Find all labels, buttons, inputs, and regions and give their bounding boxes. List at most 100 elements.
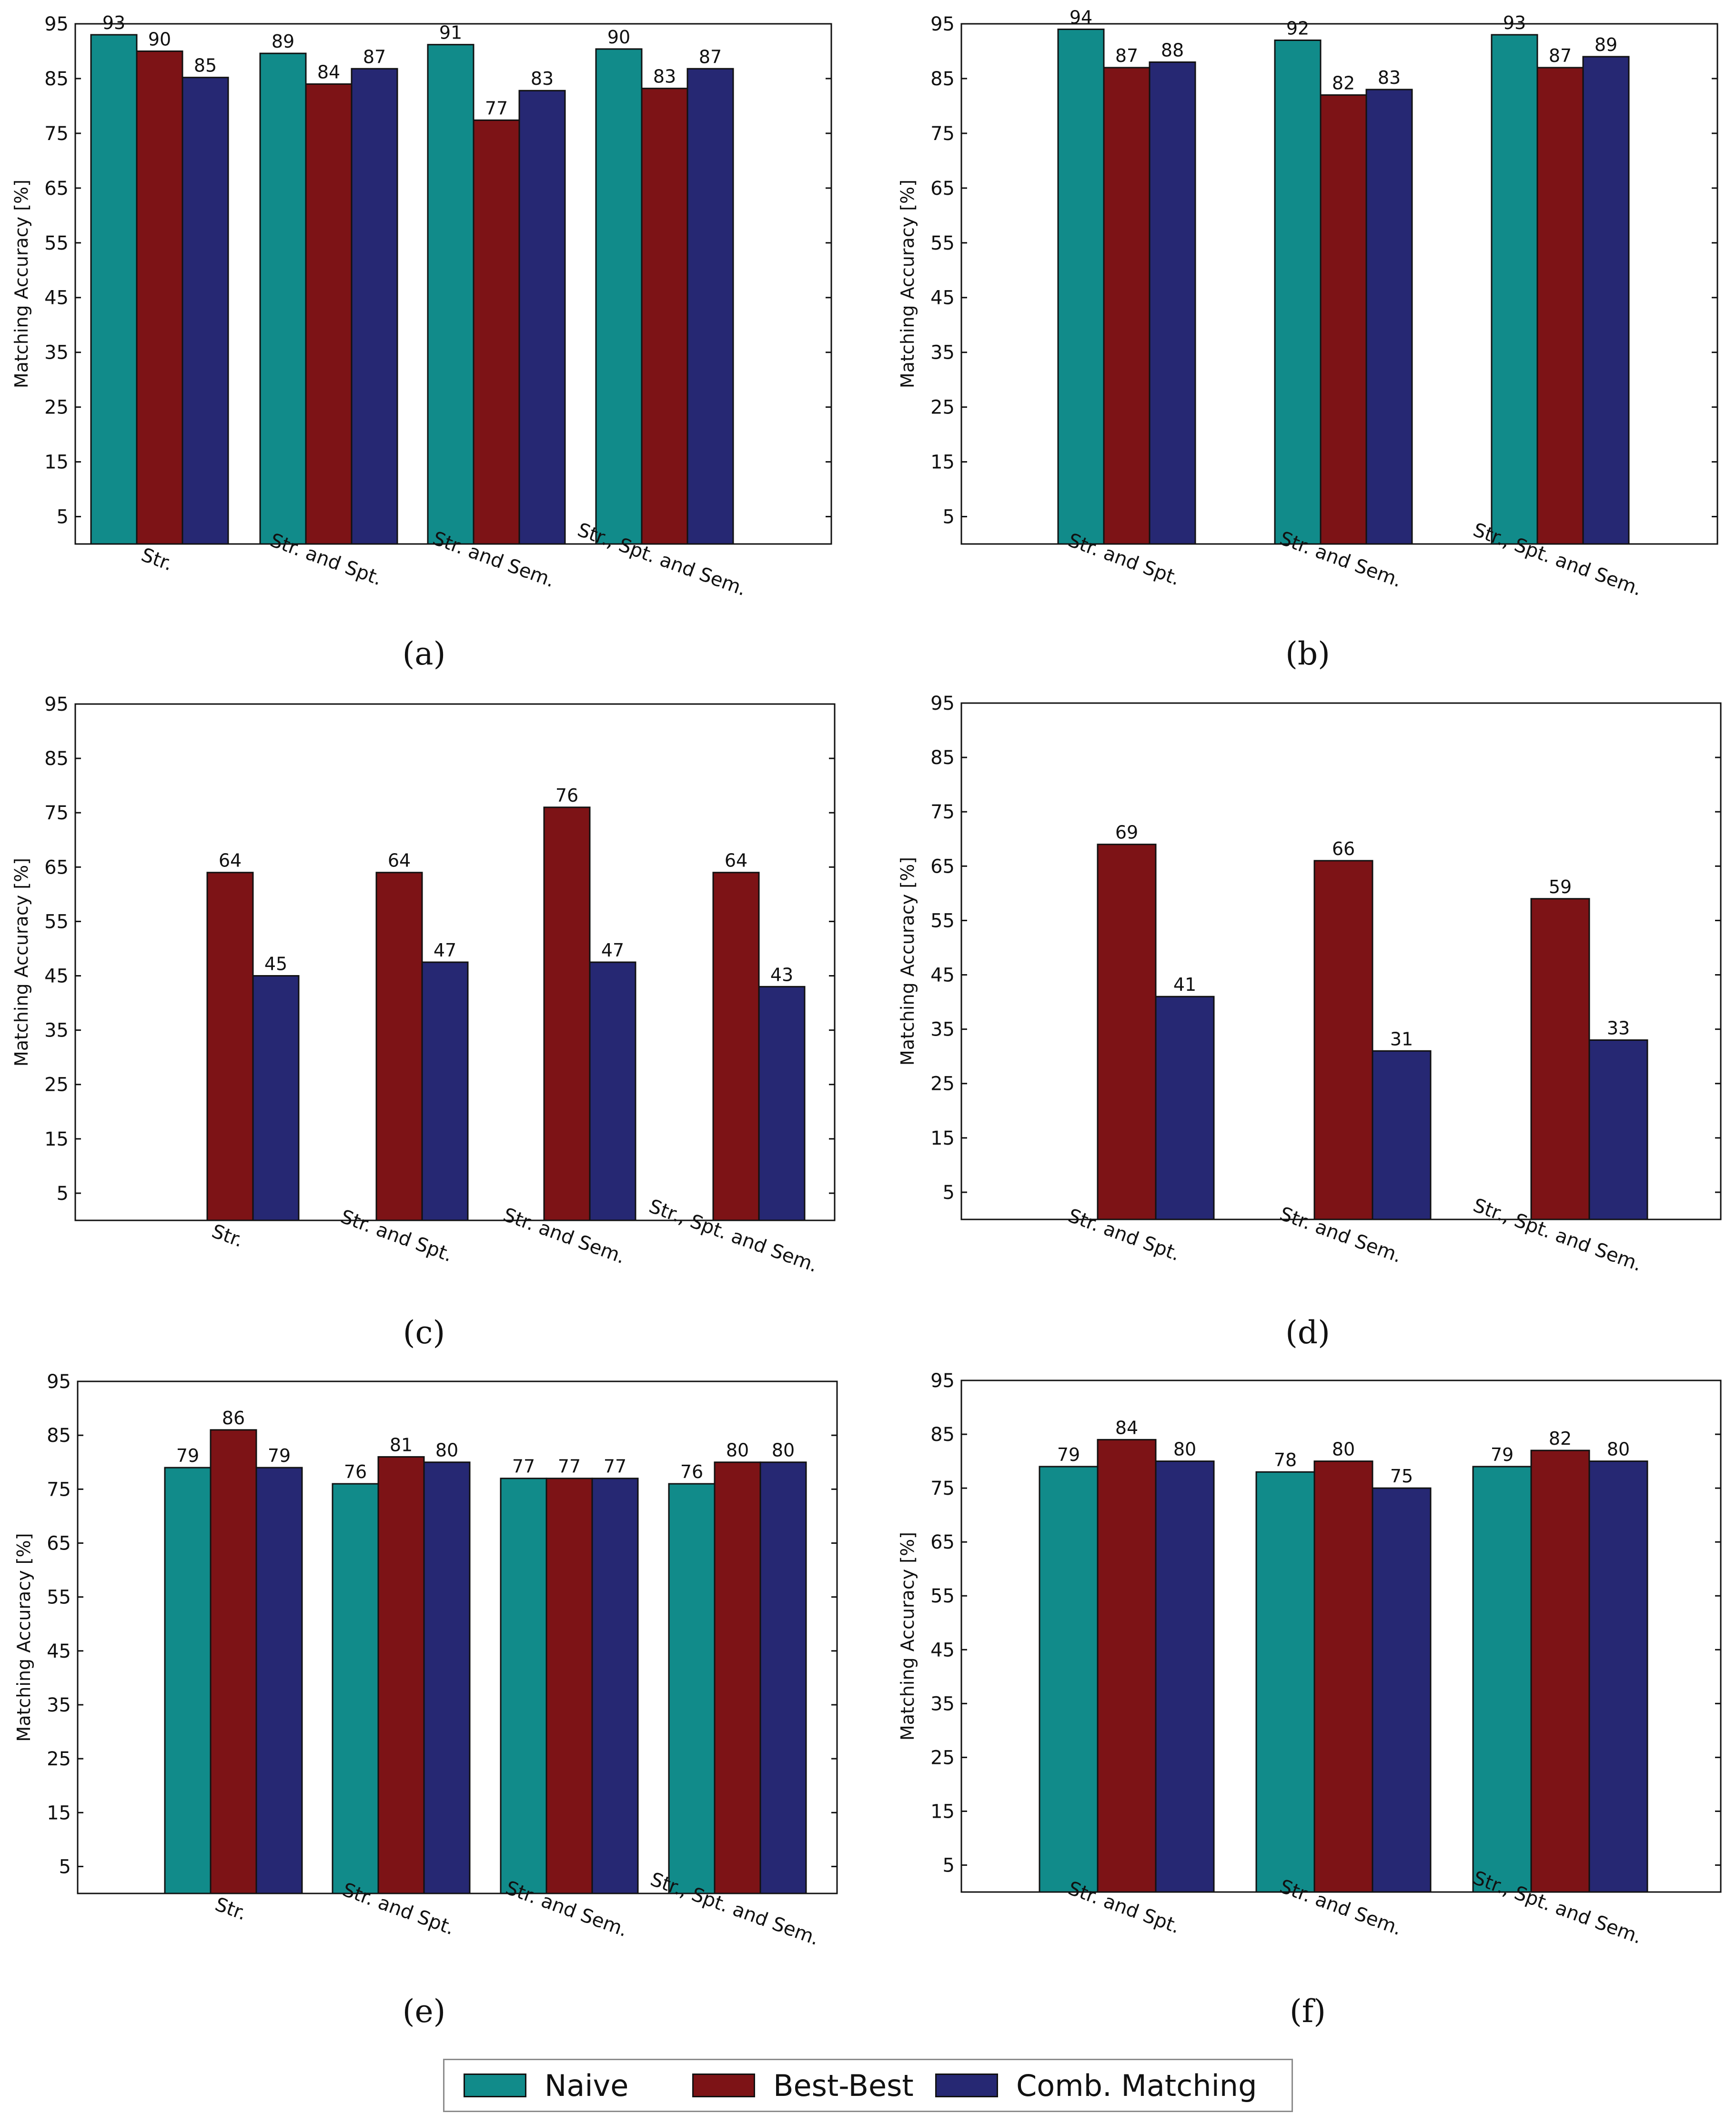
legend-item-naive: Naive (464, 2060, 628, 2111)
data-label-best_best-1: 87 (1115, 45, 1138, 66)
category-label-1: Str. (138, 544, 175, 575)
bar-best_best-3 (543, 806, 591, 1221)
bar-comb_matching-2 (1372, 1487, 1432, 1893)
bar-naive-3 (427, 44, 474, 545)
panel-label: (e) (403, 1993, 446, 2030)
data-label-naive-1: 79 (176, 1445, 199, 1466)
bar-best_best-2 (1313, 860, 1373, 1220)
y-tick-label-9: 85 (930, 747, 955, 769)
data-label-comb_matching-3: 77 (604, 1456, 626, 1477)
y-tick-label-5: 45 (47, 1641, 71, 1662)
data-label-comb_matching-2: 31 (1390, 1028, 1413, 1049)
y-tick-label-1: 5 (943, 506, 955, 528)
data-label-naive-2: 92 (1286, 18, 1309, 39)
y-tick-label-2: 15 (930, 1801, 955, 1822)
panel-label: (f) (1290, 1993, 1326, 2030)
y-axis-label: Matching Accuracy [%] (13, 1533, 34, 1741)
y-tick-label-7: 65 (930, 856, 955, 877)
legend-label-comb-matching: Comb. Matching (1016, 2068, 1257, 2103)
bar-best_best-2 (377, 1456, 425, 1894)
y-tick-label-10: 95 (930, 13, 955, 35)
data-label-best_best-3: 59 (1549, 876, 1572, 897)
y-tick-label-9: 85 (930, 68, 955, 90)
legend-swatch-comb-matching (935, 2074, 998, 2097)
y-tick-label-8: 75 (44, 123, 69, 145)
panel-label: (c) (403, 1314, 445, 1351)
data-label-naive-1: 79 (1057, 1444, 1080, 1465)
y-tick-label-4: 35 (930, 342, 955, 364)
y-tick-label-6: 55 (44, 911, 69, 933)
bar-comb_matching-1 (1155, 996, 1215, 1220)
y-tick-label-4: 35 (930, 1019, 955, 1041)
y-tick-label-5: 45 (930, 287, 955, 309)
bar-comb_matching-1 (252, 975, 300, 1221)
bar-comb_matching-1 (1149, 61, 1196, 545)
data-label-naive-4: 90 (607, 27, 630, 48)
y-tick-label-4: 35 (930, 1693, 955, 1715)
bar-comb_matching-3 (1588, 1039, 1648, 1220)
legend-item-comb-matching: Comb. Matching (935, 2060, 1257, 2111)
bar-naive-4 (668, 1483, 716, 1894)
y-axis-label: Matching Accuracy [%] (11, 858, 32, 1067)
bar-comb_matching-3 (1582, 56, 1630, 545)
data-label-naive-3: 91 (439, 22, 462, 43)
data-label-comb_matching-2: 47 (434, 940, 456, 961)
data-label-best_best-1: 84 (1115, 1417, 1138, 1438)
bar-best_best-3 (1530, 1450, 1590, 1893)
y-axis-label: Matching Accuracy [%] (897, 180, 918, 388)
y-tick-label-1: 5 (943, 1182, 955, 1204)
y-tick-label-2: 15 (47, 1802, 71, 1824)
y-tick-label-9: 85 (44, 68, 69, 90)
bar-naive-2 (1274, 39, 1322, 545)
y-tick-label-2: 15 (930, 1127, 955, 1149)
y-tick-label-9: 85 (44, 748, 69, 770)
bar-best_best-3 (473, 119, 520, 545)
bar-comb_matching-2 (421, 961, 469, 1221)
data-label-best_best-4: 83 (653, 66, 676, 87)
bar-best_best-3 (1536, 67, 1584, 545)
legend-label-naive: Naive (545, 2068, 629, 2103)
data-label-best_best-2: 66 (1332, 838, 1355, 859)
data-label-naive-1: 94 (1070, 7, 1092, 28)
bar-best_best-2 (375, 872, 423, 1221)
bar-comb_matching-2 (423, 1461, 471, 1894)
data-label-best_best-3: 77 (485, 98, 508, 119)
bar-naive-1 (1057, 28, 1105, 545)
data-label-comb_matching-1: 79 (268, 1445, 291, 1466)
bar-best_best-1 (1097, 1439, 1157, 1893)
y-tick-label-1: 5 (57, 1183, 69, 1205)
data-label-best_best-2: 84 (317, 61, 340, 82)
data-label-best_best-3: 87 (1549, 45, 1572, 66)
y-tick-label-8: 75 (930, 123, 955, 145)
y-tick-label-7: 65 (930, 1531, 955, 1553)
data-label-best_best-3: 82 (1549, 1428, 1572, 1449)
y-tick-label-6: 55 (930, 1585, 955, 1607)
bar-comb_matching-3 (1588, 1460, 1648, 1893)
bar-naive-1 (164, 1467, 212, 1894)
bar-comb_matching-3 (591, 1478, 639, 1894)
y-tick-label-5: 45 (930, 965, 955, 987)
bar-naive-3 (500, 1478, 547, 1894)
bar-best_best-4 (641, 88, 688, 545)
data-label-naive-4: 76 (680, 1461, 703, 1482)
bar-naive-3 (1491, 34, 1538, 545)
data-label-comb_matching-1: 80 (1173, 1439, 1196, 1460)
y-tick-label-10: 95 (44, 13, 69, 35)
panel-label: (a) (403, 635, 446, 672)
legend-item-best-best: Best-Best (692, 2060, 914, 2111)
bar-best_best-3 (545, 1478, 593, 1894)
data-label-best_best-1: 90 (148, 29, 171, 50)
y-tick-label-3: 25 (930, 1747, 955, 1769)
y-tick-label-5: 45 (930, 1639, 955, 1661)
y-tick-label-6: 55 (47, 1587, 71, 1609)
bar-naive-4 (595, 48, 643, 545)
y-tick-label-9: 85 (47, 1425, 71, 1447)
data-label-best_best-2: 82 (1332, 72, 1355, 93)
data-label-comb_matching-1: 88 (1161, 40, 1184, 60)
data-label-comb_matching-1: 45 (264, 954, 287, 975)
panel-label: (b) (1285, 635, 1330, 672)
y-tick-label-8: 75 (44, 802, 69, 824)
